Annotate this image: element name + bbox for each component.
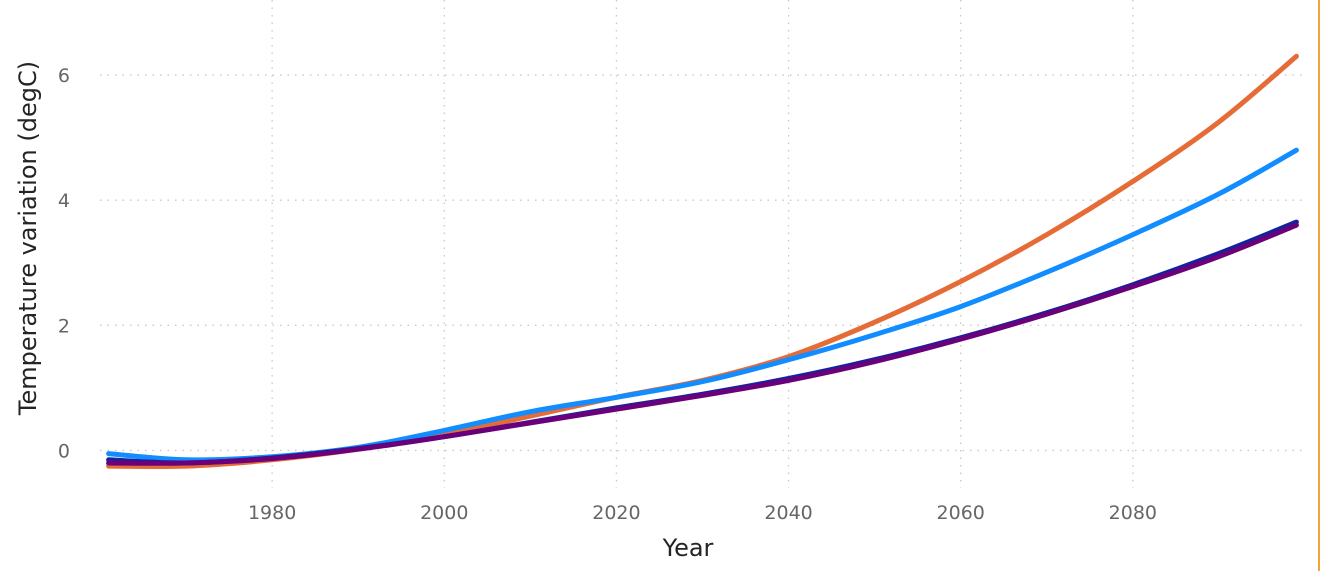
panel-edge: [1318, 0, 1320, 571]
series-line-4: [106, 222, 1299, 466]
x-tick-label: 2080: [1109, 502, 1157, 524]
x-axis-title: Year: [662, 534, 714, 562]
y-axis-ticks: 0 2 4 6: [58, 65, 70, 462]
series-line-2: [106, 147, 1299, 463]
gridlines: [100, 0, 1305, 488]
x-tick-label: 2040: [764, 502, 812, 524]
x-tick-label: 1980: [248, 502, 296, 524]
series-line-3: [106, 219, 1299, 466]
y-tick-label: 2: [58, 315, 70, 337]
series-lines: [106, 53, 1299, 470]
y-tick-label: 6: [58, 65, 70, 87]
series-line-1: [106, 53, 1299, 470]
x-tick-label: 2020: [592, 502, 640, 524]
y-tick-label: 4: [58, 190, 70, 212]
x-tick-label: 2000: [420, 502, 468, 524]
y-tick-label: 0: [58, 440, 70, 462]
x-axis-ticks: 1980 2000 2020 2040 2060 2080: [248, 502, 1157, 524]
y-axis-title: Temperature variation (degC): [14, 61, 42, 416]
x-tick-label: 2060: [937, 502, 985, 524]
